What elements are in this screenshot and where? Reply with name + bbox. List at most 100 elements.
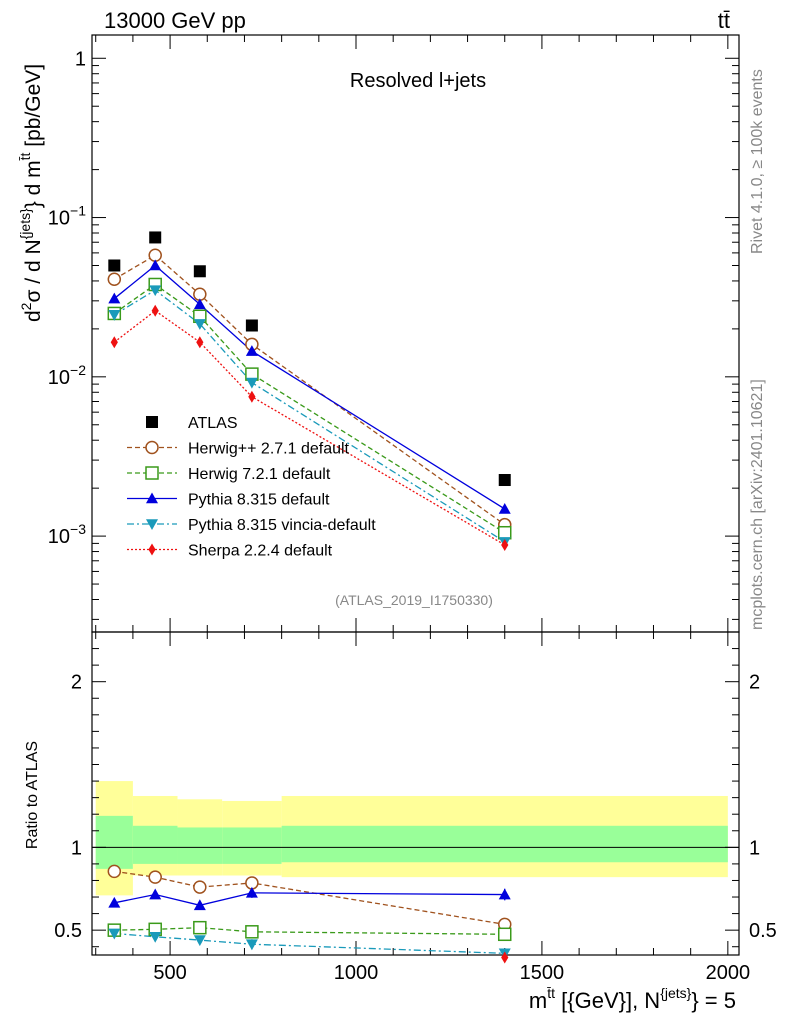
- ratio-point-herwig-2-7-1-default-2: [193, 880, 207, 894]
- ratio-ytick-label-left-2: 2: [71, 672, 82, 694]
- ylabel-lead: d: [22, 310, 45, 322]
- main-y-label: d2σ / d N{jets}} d mt̄t [pb/GeV]: [17, 64, 45, 322]
- main-point-sherpa-2-2-4-default-2: [196, 336, 204, 349]
- ratio-point-pythia-8-315-vincia-default-1: [149, 931, 162, 943]
- plot-frames: [91, 34, 740, 956]
- ratio-point-herwig-2-7-1-default-1: [148, 870, 162, 884]
- ratio-point-herwig-7-2-1-default-3: [245, 925, 259, 939]
- ratio-line-herwig-2-7-1-default: [114, 870, 505, 925]
- legend-marker-pythia-8-315-vincia-default: [146, 519, 158, 530]
- main-point-sherpa-2-2-4-default-1: [151, 304, 159, 317]
- ratio-point-pythia-8-315-default-1: [149, 888, 162, 900]
- main-line-pythia-8-315-vincia-default: [113, 289, 506, 543]
- ylabel-ttbar-sup: t̄t: [17, 152, 33, 160]
- main-ytick-label-0: 1: [75, 48, 86, 70]
- main-point-atlas-1: [149, 231, 162, 244]
- xlabel-mid: [{GeV}], N: [555, 988, 660, 1013]
- legend-label-atlas: ATLAS: [188, 415, 238, 432]
- ratio-point-herwig-7-2-1-default-4: [497, 927, 512, 942]
- main-point-pythia-8-315-vincia-default-3: [245, 377, 258, 389]
- main-point-sherpa-2-2-4-default-0: [110, 336, 118, 349]
- main-point-atlas-2: [193, 265, 206, 278]
- xtick-label-3: 2000: [706, 962, 751, 984]
- xtick-label-1: 1000: [334, 962, 379, 984]
- legend-label-pythia-8-315-default: Pythia 8.315 default: [188, 492, 330, 509]
- main-point-atlas-4: [498, 474, 511, 487]
- main-point-pythia-8-315-default-2: [193, 298, 206, 310]
- ratio-ytick-label-right-2: 2: [749, 672, 760, 694]
- main-point-pythia-8-315-default-4: [498, 502, 511, 514]
- ratio-point-pythia-8-315-default-0: [108, 896, 121, 908]
- legend-marker-pythia-8-315-default: [146, 492, 158, 504]
- ylabel-sigma: σ / d N: [22, 239, 45, 302]
- band-green-4: [281, 825, 728, 863]
- ylabel-units: [pb/GeV]: [22, 64, 45, 153]
- band-green-0: [95, 815, 133, 869]
- plot-title: Resolved l+jets: [350, 70, 486, 92]
- energy-label: 13000 GeV pp: [104, 8, 246, 33]
- mcplots-label: mcplots.cern.ch [arXiv:2401.10621]: [749, 379, 766, 630]
- series-markers: [107, 231, 512, 964]
- ylabel-close: } d m: [22, 160, 45, 208]
- band-green-1: [132, 825, 178, 864]
- legend-marker-herwig-7-2-1-default: [145, 466, 159, 480]
- main-point-pythia-8-315-default-0: [108, 292, 121, 304]
- x-axis-label: mt̄t [{GeV}], N{jets}} = 5: [529, 985, 736, 1013]
- ylabel-sup2: 2: [18, 302, 34, 310]
- band-green-3: [222, 827, 282, 864]
- ratio-point-herwig-7-2-1-default-2: [193, 920, 207, 935]
- legend-label-pythia-8-315-vincia-default: Pythia 8.315 vincia-default: [188, 517, 376, 534]
- ratio-bands: [92, 781, 739, 896]
- main-point-atlas-3: [245, 319, 258, 332]
- legend-label-sherpa-2-2-4-default: Sherpa 2.2.4 default: [188, 543, 333, 560]
- band-green-2: [177, 827, 223, 864]
- main-point-pythia-8-315-vincia-default-2: [193, 319, 206, 330]
- ratio-point-pythia-8-315-vincia-default-3: [245, 939, 258, 951]
- process-label: tt̄: [718, 8, 730, 33]
- analysis-tag: (ATLAS_2019_I1750330): [335, 592, 493, 608]
- ratio-line-herwig-7-2-1-default: [114, 927, 505, 935]
- legend-label-herwig-7-2-1-default: Herwig 7.2.1 default: [188, 466, 331, 483]
- ratio-ytick-label-left-0: 0.5: [54, 920, 82, 942]
- ratio-ytick-label-left-1: 1: [71, 837, 82, 859]
- xtick-label-0: 500: [153, 962, 186, 984]
- xlabel-sup2: {jets}: [660, 985, 691, 1001]
- xlabel-end: } = 5: [691, 988, 736, 1013]
- main-point-herwig-7-2-1-default-4: [497, 525, 512, 540]
- ratio-point-herwig-2-7-1-default-0: [107, 864, 122, 879]
- legend-marker-herwig-2-7-1-default: [145, 440, 159, 455]
- main-point-pythia-8-315-default-1: [149, 259, 162, 271]
- ratio-ytick-label-right-0: 0.5: [749, 920, 777, 942]
- ratio-point-pythia-8-315-default-2: [193, 899, 206, 911]
- ylabel-jets-sup: {jets}: [17, 208, 33, 239]
- main-ytick-label-2: 10−2: [48, 362, 86, 389]
- legend-label-herwig-2-7-1-default: Herwig++ 2.7.1 default: [188, 441, 350, 458]
- xlabel-m: m: [529, 988, 547, 1013]
- ratio-point-pythia-8-315-vincia-default-0: [108, 928, 121, 940]
- rivet-label: Rivet 4.1.0, ≥ 100k events: [749, 69, 766, 254]
- main-point-sherpa-2-2-4-default-4: [501, 538, 509, 551]
- main-line-herwig-2-7-1-default: [113, 254, 506, 526]
- legend-marker-atlas: [146, 416, 158, 428]
- main-point-pythia-8-315-vincia-default-0: [108, 310, 121, 321]
- xlabel-sup: t̄t: [547, 985, 555, 1001]
- main-point-herwig-2-7-1-default-0: [107, 272, 122, 286]
- main-ytick-label-3: 10−3: [48, 521, 86, 548]
- legend: ATLAS Herwig++ 2.7.1 default Herwig 7.2.1 …: [127, 415, 376, 560]
- ratio-point-pythia-8-315-default-3: [245, 886, 258, 898]
- ratio-ytick-label-right-1: 1: [749, 837, 760, 859]
- ratio-plot-frame: [91, 631, 740, 956]
- ratio-line-pythia-8-315-default: [114, 892, 505, 906]
- xtick-label-2: 1500: [520, 962, 565, 984]
- ratio-point-sherpa-2-2-4-default-0: [501, 951, 509, 964]
- ratio-y-label: Ratio to ATLAS: [24, 741, 41, 849]
- axis-ticks: 1 10−1 10−2 10−3 0.5 0.5 1 1 2 2 500 1000 1500 2000: [48, 35, 777, 984]
- ratio-line-pythia-8-315-vincia-default: [114, 932, 505, 954]
- main-point-pythia-8-315-vincia-default-1: [149, 285, 162, 297]
- ratio-point-pythia-8-315-default-4: [498, 888, 511, 900]
- ratio-point-pythia-8-315-vincia-default-2: [193, 935, 206, 947]
- main-line-sherpa-2-2-4-default: [113, 309, 506, 546]
- main-point-pythia-8-315-default-3: [245, 345, 258, 356]
- main-point-atlas-0: [108, 259, 121, 272]
